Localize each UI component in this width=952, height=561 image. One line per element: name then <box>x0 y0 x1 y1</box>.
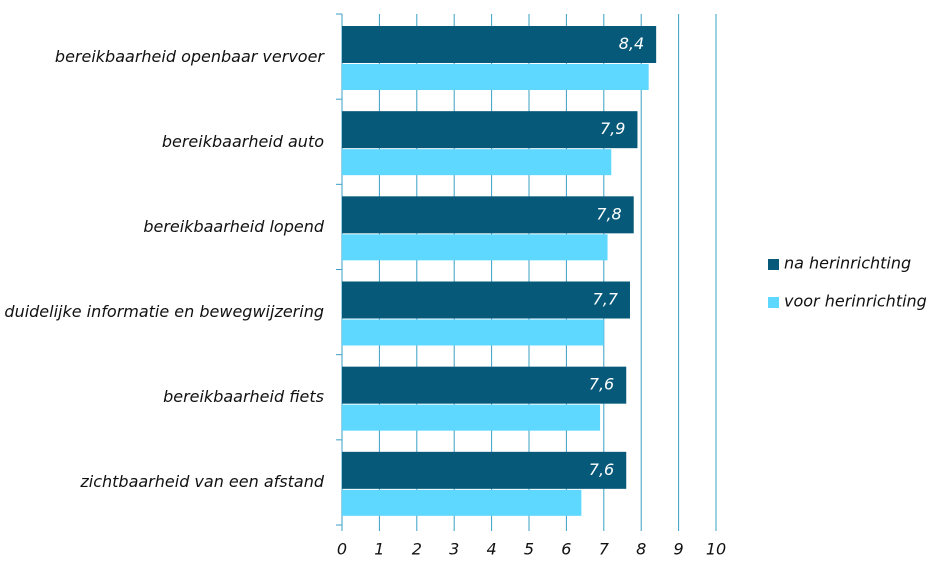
x-tick-label: 4 <box>487 540 497 559</box>
category-label: bereikbaarheid openbaar vervoer <box>54 46 324 66</box>
bar <box>342 451 627 489</box>
bar <box>342 366 627 404</box>
x-tick-label: 8 <box>636 540 646 559</box>
bar <box>342 404 601 431</box>
value-label: 7,6 <box>589 375 614 394</box>
value-label: 7,7 <box>593 290 619 309</box>
value-label: 8,4 <box>619 34 644 53</box>
x-tick-label: 9 <box>674 540 684 559</box>
category-label: bereikbaarheid fiets <box>163 387 324 407</box>
category-label: zichtbaarheid van een afstand <box>80 472 324 492</box>
x-tick-label: 7 <box>599 540 610 559</box>
value-label: 7,6 <box>589 460 614 479</box>
legend-label: voor herinrichting <box>784 292 927 311</box>
value-label: 7,9 <box>600 119 625 138</box>
legend-swatch <box>768 259 779 270</box>
x-tick-label: 5 <box>524 540 534 559</box>
bar <box>342 281 630 319</box>
legend-swatch <box>768 297 779 308</box>
x-tick-label: 1 <box>374 540 384 559</box>
bar <box>342 149 612 176</box>
category-label: bereikbaarheid lopend <box>143 216 324 236</box>
x-tick-label: 10 <box>706 540 726 559</box>
value-label: 7,8 <box>596 204 621 223</box>
category-label: bereikbaarheid auto <box>161 131 324 151</box>
bar <box>342 26 657 63</box>
bar <box>342 111 638 149</box>
x-tick-label: 2 <box>412 540 422 559</box>
legend-label: na herinrichting <box>784 254 911 273</box>
bar <box>342 319 604 346</box>
x-tick-label: 3 <box>449 540 459 559</box>
x-tick-label: 6 <box>561 540 571 559</box>
bar <box>342 64 649 90</box>
x-tick-label: 0 <box>337 540 347 559</box>
bar <box>342 234 608 261</box>
category-label: duidelijke informatie en bewegwijzering <box>4 302 324 322</box>
bar <box>342 489 582 516</box>
bar <box>342 196 634 234</box>
